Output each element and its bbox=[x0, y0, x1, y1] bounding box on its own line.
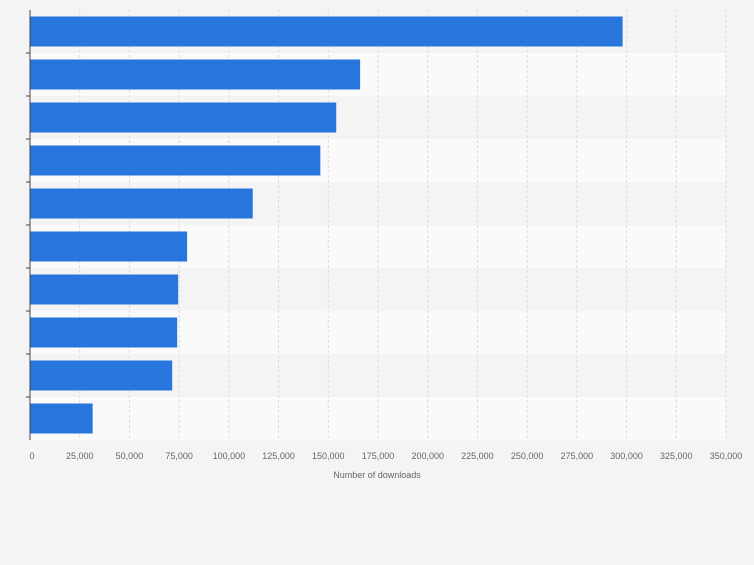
x-tick-label: 250,000 bbox=[511, 451, 544, 461]
bar bbox=[30, 360, 173, 391]
bar bbox=[30, 59, 361, 90]
bar bbox=[30, 16, 623, 47]
x-tick-label: 25,000 bbox=[66, 451, 94, 461]
bars bbox=[30, 16, 623, 434]
x-tick-label: 200,000 bbox=[411, 451, 444, 461]
bar bbox=[30, 403, 93, 434]
x-tick-label: 350,000 bbox=[710, 451, 743, 461]
x-tick-label: 50,000 bbox=[116, 451, 144, 461]
row-band bbox=[30, 397, 726, 440]
bar bbox=[30, 317, 178, 348]
bar bbox=[30, 231, 188, 262]
x-tick-label: 0 bbox=[29, 451, 34, 461]
x-tick-label: 325,000 bbox=[660, 451, 693, 461]
x-tick-label: 125,000 bbox=[262, 451, 295, 461]
x-tick-labels: 0 25,000 50,000 75,000 100,000 125,000 150,000… bbox=[29, 451, 742, 461]
x-axis-label: Number of downloads bbox=[333, 470, 421, 480]
bar bbox=[30, 145, 321, 176]
x-tick-label: 150,000 bbox=[312, 451, 345, 461]
bar bbox=[30, 188, 253, 219]
y-axis bbox=[26, 10, 31, 440]
x-tick-label: 100,000 bbox=[213, 451, 246, 461]
x-tick-label: 300,000 bbox=[610, 451, 643, 461]
bar bbox=[30, 274, 179, 305]
x-tick-label: 225,000 bbox=[461, 451, 494, 461]
x-tick-label: 175,000 bbox=[362, 451, 395, 461]
bar bbox=[30, 102, 337, 133]
x-tick-label: 75,000 bbox=[165, 451, 193, 461]
x-tick-label: 275,000 bbox=[561, 451, 594, 461]
